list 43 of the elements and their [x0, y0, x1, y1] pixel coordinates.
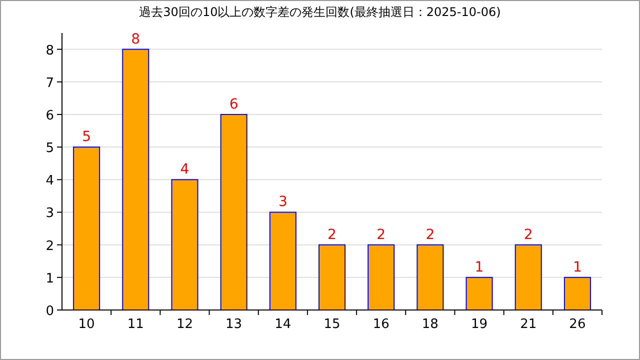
- data-label: 2: [376, 226, 386, 243]
- x-tick-label: 11: [127, 317, 144, 332]
- bar: [269, 212, 296, 310]
- data-label: 8: [131, 31, 140, 48]
- y-tick-label: 3: [46, 206, 54, 222]
- y-tick-label: 8: [46, 43, 54, 58]
- bar: [466, 276, 493, 310]
- x-tick-label: 13: [226, 317, 242, 332]
- x-tick-label: 12: [176, 317, 193, 332]
- data-label: 1: [474, 259, 484, 276]
- x-tick-label: 15: [324, 317, 340, 332]
- x-tick-label: 19: [471, 317, 488, 332]
- bar: [368, 244, 395, 310]
- x-tick-label: 16: [372, 317, 390, 332]
- bar: [73, 146, 100, 310]
- data-label: 2: [426, 226, 435, 243]
- x-tick-label: 26: [569, 317, 586, 332]
- bar: [514, 244, 542, 310]
- data-label: 2: [524, 226, 533, 243]
- y-tick-label: 5: [46, 141, 54, 156]
- bar: [564, 276, 591, 310]
- bar: [171, 179, 198, 310]
- y-tick-label: 0: [46, 304, 54, 319]
- x-tick-label: 10: [78, 317, 95, 332]
- x-tick-label: 14: [274, 317, 292, 332]
- bar: [416, 244, 444, 310]
- y-tick-label: 6: [46, 108, 54, 124]
- data-label: 1: [572, 259, 582, 276]
- chart-title: 過去30回の10以上の数字差の発生回数(最終抽選日：2025-10-06): [139, 5, 501, 19]
- y-tick-label: 2: [46, 238, 54, 254]
- bar: [318, 244, 346, 310]
- data-label: 2: [328, 226, 336, 243]
- data-label: 4: [180, 162, 190, 178]
- data-label: 3: [278, 194, 288, 210]
- data-label: 6: [229, 96, 238, 112]
- data-label: 5: [82, 129, 92, 146]
- x-tick-label: 18: [422, 317, 438, 332]
- y-tick-label: 4: [46, 174, 54, 189]
- y-tick-label: 1: [46, 271, 54, 286]
- y-tick-label: 7: [46, 76, 54, 91]
- bar: [122, 48, 150, 310]
- x-tick-label: 21: [520, 317, 537, 332]
- bar: [220, 114, 248, 310]
